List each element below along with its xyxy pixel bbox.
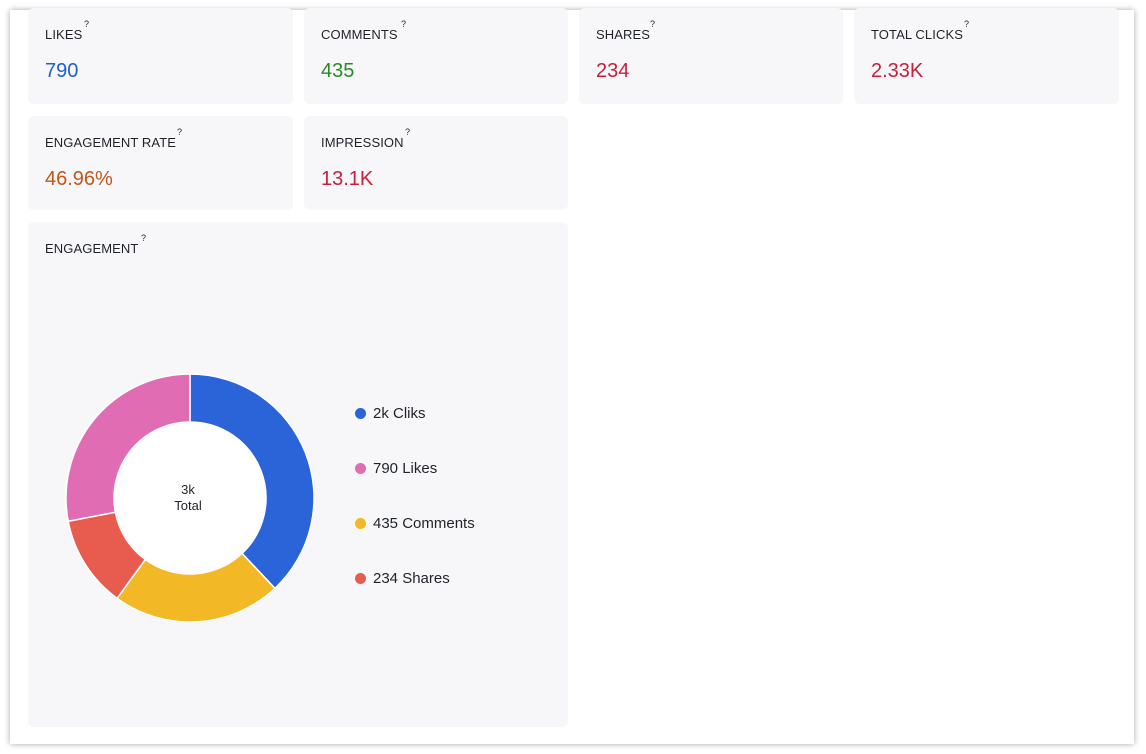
metric-value: 435 bbox=[321, 60, 355, 82]
help-icon[interactable]: ? bbox=[650, 19, 656, 29]
legend-label: 435 Comments bbox=[373, 515, 475, 532]
donut-center-label: 3k Total bbox=[168, 482, 208, 514]
metric-card-engagement-rate: ENGAGEMENT RATE ? 46.96% bbox=[28, 116, 293, 210]
legend-dot-icon bbox=[355, 518, 366, 529]
metric-label: COMMENTS bbox=[321, 27, 398, 42]
metric-label: ENGAGEMENT RATE bbox=[45, 135, 177, 150]
metric-value: 234 bbox=[596, 60, 630, 82]
legend-dot-icon bbox=[355, 463, 366, 474]
donut-slice-likes[interactable] bbox=[65, 373, 191, 523]
help-icon[interactable]: ? bbox=[177, 127, 183, 137]
dashboard-frame: LIKES ? 790 COMMENTS ? 435 SHARES ? 234 … bbox=[10, 8, 1134, 744]
metric-value: 2.33K bbox=[871, 60, 924, 82]
metric-label: TOTAL CLICKS bbox=[871, 27, 963, 42]
help-icon[interactable]: ? bbox=[964, 19, 970, 29]
help-icon[interactable]: ? bbox=[84, 19, 90, 29]
metric-label: SHARES bbox=[596, 27, 651, 42]
metric-label: LIKES bbox=[45, 27, 83, 42]
legend-label: 790 Likes bbox=[373, 460, 438, 477]
metric-card-impression: IMPRESSION ? 13.1K bbox=[304, 116, 568, 210]
metric-value: 46.96% bbox=[45, 168, 113, 190]
donut-center-caption: Total bbox=[174, 498, 202, 513]
metric-label: IMPRESSION bbox=[321, 135, 404, 150]
legend-label: 234 Shares bbox=[373, 570, 450, 587]
legend-item-comments[interactable]: 435 Comments bbox=[355, 515, 475, 532]
donut-slice-cliks[interactable] bbox=[189, 373, 315, 590]
legend-label: 2k Cliks bbox=[373, 405, 426, 422]
help-icon[interactable]: ? bbox=[405, 127, 411, 137]
metric-value: 790 bbox=[45, 60, 79, 82]
legend-dot-icon bbox=[355, 573, 366, 584]
legend-item-clicks[interactable]: 2k Cliks bbox=[355, 405, 426, 422]
help-icon[interactable]: ? bbox=[141, 233, 147, 243]
help-icon[interactable]: ? bbox=[401, 19, 407, 29]
engagement-title: ENGAGEMENT bbox=[45, 241, 139, 256]
metric-card-total-clicks: TOTAL CLICKS ? 2.33K bbox=[854, 8, 1119, 104]
metric-card-likes: LIKES ? 790 bbox=[28, 8, 293, 104]
metric-value: 13.1K bbox=[321, 168, 374, 190]
engagement-card: ENGAGEMENT ? 3k Total 2k Cliks 790 Likes… bbox=[28, 222, 568, 727]
legend-item-likes[interactable]: 790 Likes bbox=[355, 460, 437, 477]
legend-dot-icon bbox=[355, 408, 366, 419]
legend-item-shares[interactable]: 234 Shares bbox=[355, 570, 450, 587]
metric-card-comments: COMMENTS ? 435 bbox=[304, 8, 568, 104]
donut-hole bbox=[115, 423, 265, 573]
metric-card-shares: SHARES ? 234 bbox=[579, 8, 843, 104]
engagement-donut-chart bbox=[65, 373, 315, 623]
donut-center-value: 3k bbox=[181, 482, 195, 497]
